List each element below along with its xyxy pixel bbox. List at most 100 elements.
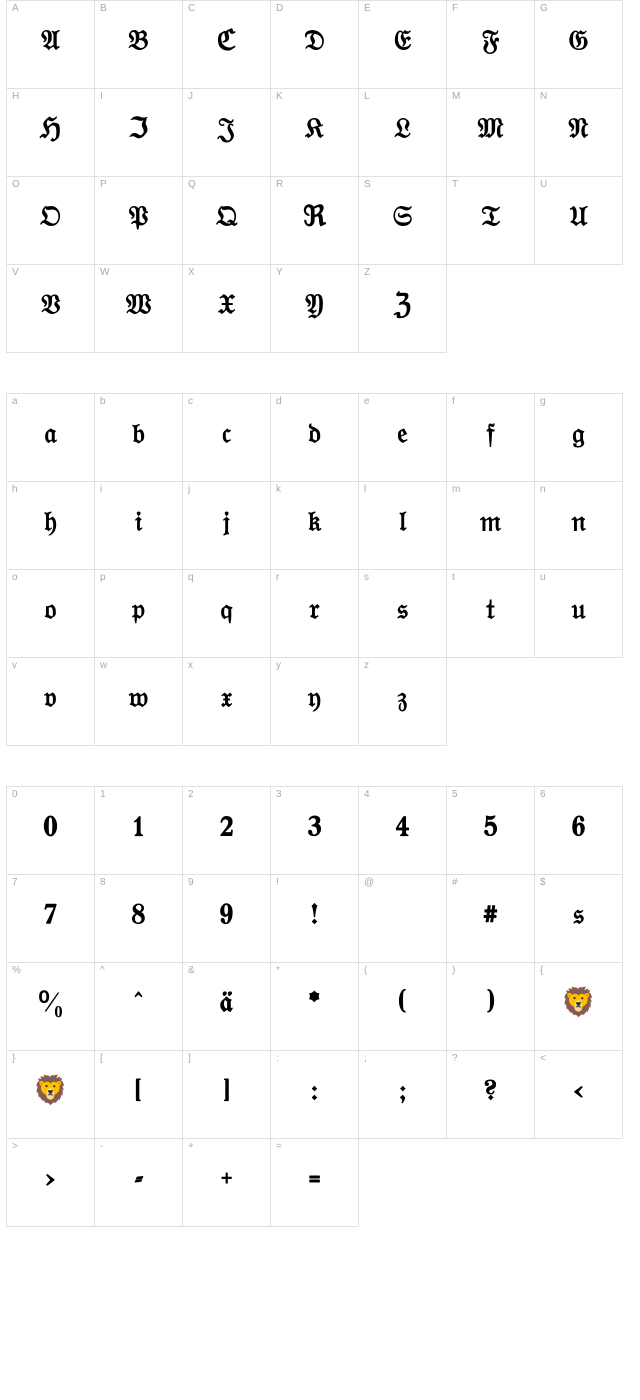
cell-glyph: 𝔍: [218, 117, 235, 145]
cell-label: w: [100, 661, 107, 671]
cell-label: M: [452, 92, 460, 102]
glyph-cell: G𝔊: [535, 1, 623, 89]
cell-label: [: [100, 1054, 103, 1064]
cell-glyph: [: [136, 1079, 141, 1107]
cell-label: O: [12, 180, 20, 190]
cell-glyph: 𝔬: [45, 598, 57, 626]
cell-glyph: 𝔊: [569, 29, 589, 57]
cell-glyph: 𝔎: [305, 117, 323, 145]
glyph-cell: ??: [447, 1051, 535, 1139]
glyph-cell: O𝔒: [7, 177, 95, 265]
cell-label: h: [12, 485, 18, 495]
cell-glyph: 𝔳: [44, 686, 56, 714]
cell-label: L: [364, 92, 370, 102]
cell-label: d: [276, 397, 282, 407]
glyph-cell: P𝔓: [95, 177, 183, 265]
glyph-cell: Y𝔜: [271, 265, 359, 353]
glyph-cell: ;;: [359, 1051, 447, 1139]
cell-label: 4: [364, 790, 370, 800]
cell-glyph: ℑ: [129, 117, 149, 145]
cell-glyph: 𝔗: [481, 205, 500, 233]
glyph-cell: Cℭ: [183, 1, 271, 89]
cell-label: J: [188, 92, 193, 102]
cell-label: R: [276, 180, 283, 190]
cell-glyph: 𝔤: [572, 422, 584, 450]
cell-label: D: [276, 4, 283, 14]
cell-label: -: [100, 1142, 103, 1152]
cell-label: B: [100, 4, 107, 14]
cell-glyph: ä: [220, 991, 233, 1019]
cell-glyph: 𝔜: [305, 293, 323, 321]
cell-glyph: 𝔫: [571, 510, 585, 538]
cell-label: ): [452, 966, 455, 976]
glyph-cell: 66: [535, 787, 623, 875]
cell-label: U: [540, 180, 547, 190]
cell-label: V: [12, 268, 19, 278]
cell-glyph: 9: [220, 903, 233, 931]
cell-label: N: [540, 92, 547, 102]
cell-glyph: 𝔧: [223, 510, 230, 538]
cell-label: =: [276, 1142, 282, 1152]
cell-label: ]: [188, 1054, 191, 1064]
cell-glyph: 𝔔: [216, 205, 237, 233]
glyph-cell: k𝔨: [271, 482, 359, 570]
cell-label: %: [12, 966, 21, 976]
glyph-cell: Rℜ: [271, 177, 359, 265]
cell-label: g: [540, 397, 546, 407]
cell-glyph: *: [310, 991, 320, 1019]
cell-glyph: ;: [400, 1079, 405, 1107]
cell-label: +: [188, 1142, 194, 1152]
glyph-cell: A𝔄: [7, 1, 95, 89]
glyph-cell: S𝔖: [359, 177, 447, 265]
cell-glyph: 𝔯: [310, 598, 320, 626]
glyph-cell: {🦁: [535, 963, 623, 1051]
cell-label: ^: [100, 966, 105, 976]
cell-label: ?: [452, 1054, 458, 1064]
cell-label: j: [188, 485, 190, 495]
cell-label: }: [12, 1054, 15, 1064]
glyph-cell: --: [95, 1139, 183, 1227]
cell-label: P: [100, 180, 107, 190]
glyph-cell: q𝔮: [183, 570, 271, 658]
cell-glyph: ?: [484, 1079, 497, 1107]
cell-label: q: [188, 573, 194, 583]
glyph-cell: }🦁: [7, 1051, 95, 1139]
cell-glyph: 𝔵: [221, 686, 232, 714]
cell-glyph: 𝔏: [394, 117, 411, 145]
cell-label: y: [276, 661, 281, 671]
cell-label: X: [188, 268, 195, 278]
cell-glyph: 🦁: [561, 991, 596, 1019]
glyph-cell: % ⁰⁄₀: [7, 963, 95, 1051]
glyph-cell: w𝔴: [95, 658, 183, 746]
glyph-cell: )): [447, 963, 535, 1051]
cell-glyph: 0: [44, 815, 57, 843]
cell-label: 7: [12, 878, 18, 888]
cell-glyph: ⁰⁄₀: [38, 991, 62, 1019]
glyph-cell: 44: [359, 787, 447, 875]
glyph-cell: l𝔩: [359, 482, 447, 570]
cell-glyph: 𝔅: [128, 29, 148, 57]
cell-glyph: (: [399, 991, 406, 1019]
glyph-cell: ==: [271, 1139, 359, 1227]
cell-label: z: [364, 661, 369, 671]
glyph-cell: D𝔇: [271, 1, 359, 89]
cell-glyph: 𝔠: [222, 422, 231, 450]
cell-glyph: 𝔨: [308, 510, 321, 538]
cell-glyph: 𝔞: [44, 422, 56, 450]
glyph-cell: ((: [359, 963, 447, 1051]
glyph-cell: M𝔐: [447, 89, 535, 177]
cell-label: r: [276, 573, 279, 583]
cell-glyph: 𝔈: [394, 29, 411, 57]
cell-glyph: 𝔉: [482, 29, 500, 57]
cell-glyph: ℜ: [303, 205, 326, 233]
cell-label: v: [12, 661, 17, 671]
cell-label: T: [452, 180, 458, 190]
glyph-cell: ++: [183, 1139, 271, 1227]
glyph-cell: 55: [447, 787, 535, 875]
symbols-grid: 00112233445566778899!!@##$𝔰%⁰⁄₀^ˆ&ä**(()…: [6, 786, 623, 1227]
glyph-cell: g𝔤: [535, 394, 623, 482]
cell-glyph: 1: [134, 815, 143, 843]
cell-glyph: 𝔚: [126, 293, 151, 321]
glyph-cell: L𝔏: [359, 89, 447, 177]
glyph-cell: t𝔱: [447, 570, 535, 658]
